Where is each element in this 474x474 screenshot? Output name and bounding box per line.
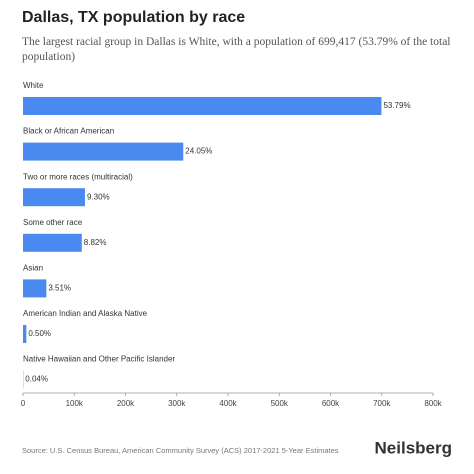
value-label: 53.79%	[383, 101, 410, 110]
x-tick-label: 0	[21, 399, 26, 408]
category-label: Asian	[23, 264, 43, 273]
category-label: White	[23, 81, 44, 90]
brand: Neilsberg	[375, 438, 452, 457]
bar	[23, 279, 47, 298]
bar	[23, 188, 85, 207]
category-label: Some other race	[23, 218, 83, 227]
bar	[23, 325, 27, 343]
x-tick-label: 500k	[271, 399, 289, 408]
category-label: Native Hawaiian and Other Pacific Island…	[23, 355, 175, 364]
bar	[23, 233, 82, 252]
value-label: 3.51%	[48, 284, 71, 293]
x-tick-label: 100k	[66, 399, 84, 408]
bar	[23, 97, 382, 115]
chart-title: Dallas, TX population by race	[22, 9, 246, 26]
x-tick-label: 200k	[117, 399, 135, 408]
x-tick-label: 400k	[219, 399, 237, 408]
bar	[23, 142, 184, 161]
value-label: 8.82%	[84, 238, 107, 247]
x-tick-label: 800k	[424, 399, 442, 408]
value-label: 24.05%	[185, 147, 212, 156]
value-label: 9.30%	[87, 192, 110, 201]
x-tick-label: 300k	[168, 399, 186, 408]
category-label: American Indian and Alaska Native	[23, 309, 148, 318]
x-tick-label: 600k	[322, 399, 340, 408]
chart-subtitle: The largest racial group in Dallas is Wh…	[22, 36, 451, 63]
value-label: 0.04%	[25, 375, 48, 384]
category-label: Two or more races (multiracial)	[23, 172, 133, 181]
value-label: 0.50%	[28, 329, 51, 338]
x-tick-label: 700k	[373, 399, 391, 408]
category-label: Black or African American	[23, 127, 114, 136]
source: Source: U.S. Census Bureau, American Com…	[22, 446, 339, 455]
